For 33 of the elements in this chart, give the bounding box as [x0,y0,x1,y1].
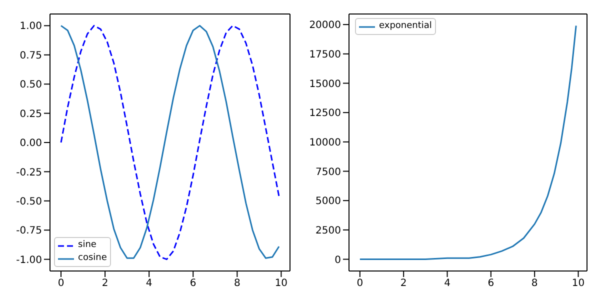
y-tick-label: -0.50 [16,196,42,208]
y-tick-label: 5000 [316,196,341,208]
y-tick-label: -0.25 [16,167,42,178]
y-tick-label: 0.00 [20,138,42,150]
x-tick-label: 6 [488,278,494,290]
x-tick-label: 8 [531,278,538,290]
y-tick-label: 0.75 [20,50,42,62]
y-tick-label: 0.25 [20,108,42,120]
x-tick-label: 0 [58,278,64,290]
y-tick-label: 15000 [309,78,341,90]
y-tick-label: 2500 [316,225,341,236]
x-tick-label: 4 [444,278,450,290]
y-tick-label: 7500 [316,166,341,178]
y-tick-label: 17500 [309,49,341,60]
x-tick-label: 0 [356,278,364,290]
y-tick-label: 12500 [309,108,341,120]
y-tick-label: 0 [334,254,341,266]
y-tick-label: 10000 [309,137,341,148]
x-tick-label: 8 [234,278,240,290]
y-tick-label: 0.50 [20,80,42,91]
x-tick-label: 4 [146,278,152,290]
x-tick-label: 2 [400,278,407,290]
legend-label: exponential [379,20,432,33]
x-tick-label: 2 [102,278,108,290]
y-tick-label: -1.00 [16,254,42,266]
legend-label: cosine [78,252,107,265]
y-tick-label: 20000 [309,20,341,32]
y-tick-label: 1.00 [20,21,42,32]
x-tick-label: 6 [190,278,196,290]
x-tick-label: 10 [572,278,585,290]
x-tick-label: 10 [274,278,288,290]
legend-label: sine [78,239,96,252]
y-tick-label: -0.75 [16,226,42,237]
